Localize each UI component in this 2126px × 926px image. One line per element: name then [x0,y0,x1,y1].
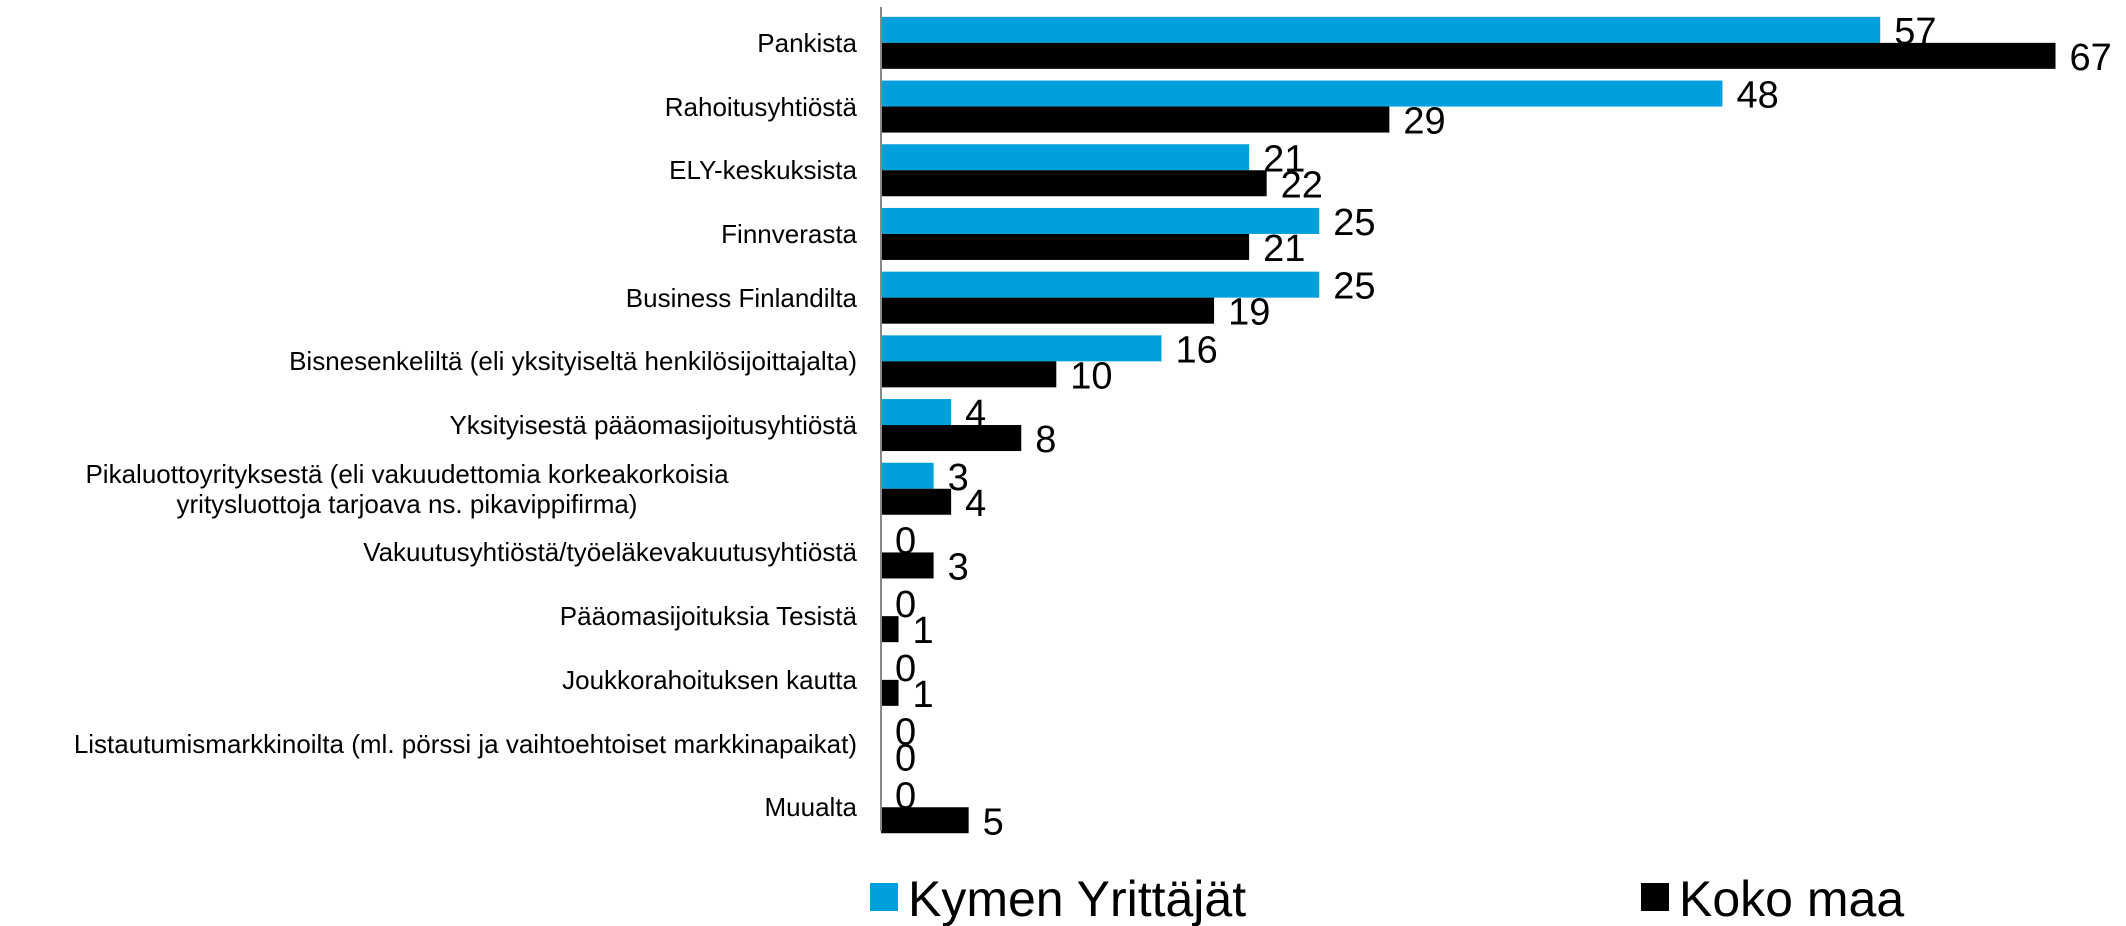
category-label: Listautumismarkkinoilta (ml. pörssi ja v… [73,728,857,759]
bar [881,616,899,643]
bar [881,297,1215,324]
value-label: 48 [1736,75,1778,117]
value-label: 0 [895,648,916,690]
bar [881,425,1022,452]
category-label: ELY-keskuksista [669,155,857,186]
category-label: Joukkorahoituksen kautta [562,664,857,695]
legend-label: Koko maa [1679,871,1905,926]
value-label: 3 [948,546,969,588]
value-label: 3 [948,457,969,499]
bar [881,207,1320,234]
bar [881,106,1390,133]
bar [881,271,1320,298]
bar [881,233,1250,260]
value-label: 25 [1333,202,1375,244]
category-label: Pankista [757,27,857,58]
value-label: 10 [1070,355,1112,397]
category-label: Muualta [764,792,858,823]
legend-swatch [870,883,898,911]
value-label: 21 [1263,228,1305,270]
value-label: 1 [913,674,934,716]
bar [881,679,899,706]
category-label: Yksityisestä pääomasijoitusyhtiöstä [449,410,857,441]
bar [881,335,1162,362]
bar [881,488,952,515]
value-label: 16 [1175,329,1217,371]
legend-label: Kymen Yrittäjät [908,871,1247,926]
value-label: 4 [965,483,986,525]
value-label: 5 [983,801,1004,843]
bar [881,170,1267,197]
category-label: Vakuutusyhtiöstä/työeläkevakuutusyhtiöst… [363,537,857,568]
value-label: 19 [1228,292,1270,334]
value-label: 0 [895,712,916,754]
bar [881,462,934,489]
value-label: 25 [1333,266,1375,308]
value-label: 4 [965,393,986,435]
category-label: Pääomasijoituksia Tesistä [559,601,857,632]
value-label: 0 [895,520,916,562]
value-label: 8 [1035,419,1056,461]
legend-swatch [1641,883,1669,911]
category-label: Finnverasta [721,218,857,249]
value-label: 0 [895,584,916,626]
value-label: 29 [1403,101,1445,143]
category-label: Bisnesenkeliltä (eli yksityiseltä henkil… [289,346,857,377]
bar [881,552,934,579]
value-label: 67 [2070,37,2112,79]
bar [881,399,952,426]
value-label: 0 [895,775,916,817]
category-label: Business Finlandilta [625,282,857,313]
value-label: 22 [1281,164,1323,206]
bar [881,144,1250,171]
bar [881,42,2056,69]
value-label: 1 [913,610,934,652]
category-label: Rahoitusyhtiöstä [664,91,857,122]
bar [881,80,1723,107]
value-label: 0 [895,738,916,780]
bar [881,807,969,834]
category-label: Pikaluottoyrityksestä (eli vakuudettomia… [85,458,729,519]
value-label: 21 [1263,138,1305,180]
bar [881,361,1057,388]
bar [881,16,1881,43]
